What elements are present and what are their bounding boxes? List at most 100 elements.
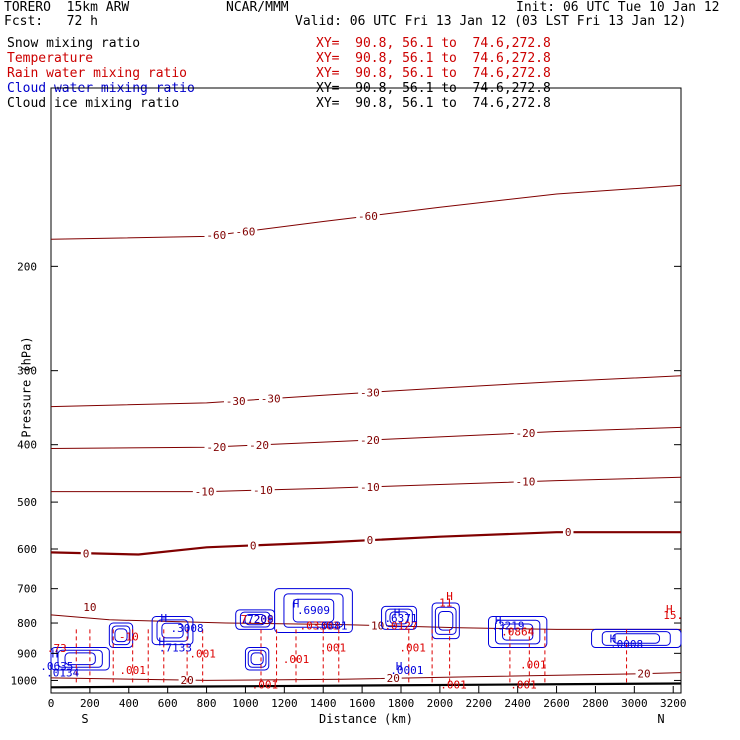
cloud-water-contour (591, 628, 682, 649)
legend-xy-range: XY= 90.8, 56.1 to 74.6,272.8 (316, 66, 551, 81)
field-extremum-label: H (396, 660, 403, 673)
y-tick-label: 900 (17, 647, 37, 660)
contour-label-bg (192, 485, 217, 498)
field-extremum-label: .001 (320, 642, 347, 655)
temperature-contour-label: -20 (360, 434, 380, 447)
cloud-water-contour (239, 611, 271, 628)
cloud-water-contour (250, 652, 264, 666)
legend-xy-range: XY= 90.8, 56.1 to 74.6,272.8 (316, 96, 551, 111)
field-extremum-label: 10 (83, 601, 96, 614)
temperature-contour-label: -10 (253, 484, 273, 497)
x-tick-label: 800 (197, 697, 217, 710)
cloud-water-contour (601, 631, 671, 646)
temperature-contour-label: -20 (249, 439, 269, 452)
x-tick-label: 1800 (388, 697, 415, 710)
forecast-hour: Fcst: 72 h (4, 14, 98, 29)
cloud-water-contour (283, 593, 344, 628)
temperature-contour-label: -20 (516, 427, 536, 440)
contour-label-bg (513, 426, 538, 439)
contour-label-bg (204, 229, 229, 242)
field-extremum-label: H (293, 598, 300, 611)
x-tick-label: 400 (119, 697, 139, 710)
temperature-contour-label: 20 (637, 668, 650, 681)
temperature-contour-label: -60 (206, 229, 226, 242)
temperature-contour-label: -30 (226, 395, 246, 408)
field-extremum-label: .7209 (241, 613, 274, 626)
temperature-contour-label: -20 (206, 441, 226, 454)
cloud-water-contour (385, 608, 413, 628)
y-tick-label: 500 (17, 496, 37, 509)
cloud-water-contour (50, 647, 110, 671)
contour-label-bg (233, 225, 258, 238)
cloud-water-contour (151, 616, 194, 646)
temperature-contour-label: 0 (83, 547, 90, 560)
data-source: NCAR/MMM (226, 0, 289, 15)
y-axis-label: Pressure (hPa) (19, 336, 34, 438)
temperature-contour (50, 614, 681, 630)
cloud-water-contour (381, 605, 418, 630)
contour-label-bg (80, 547, 92, 560)
field-extremum-label: 11 (439, 596, 452, 609)
legend-xy-range: XY= 90.8, 56.1 to 74.6,272.8 (316, 36, 551, 51)
field-extremum-label: .001 (252, 678, 279, 691)
cloud-water-contour (244, 614, 266, 626)
field-extremum-label: .0001 (390, 664, 423, 677)
cloud-water-contour (111, 625, 131, 646)
y-tick-label: 800 (17, 617, 37, 630)
temperature-contour-label: -60 (358, 210, 378, 223)
legend-field-name: Cloud ice mixing ratio (7, 96, 180, 111)
field-extremum-label: .73 (47, 642, 67, 655)
contour-label-bg (562, 526, 574, 539)
temperature-contour-label: 10 (371, 620, 384, 633)
contour-label-bg (513, 475, 538, 488)
x-axis-label: Distance (km) (319, 712, 413, 726)
x-tick-label: 2400 (504, 697, 531, 710)
x-tick-label: 1400 (310, 697, 337, 710)
temperature-contour-label: -10 (516, 476, 536, 489)
x-tick-label: 3000 (621, 697, 648, 710)
field-extremum-label: .001 (399, 642, 426, 655)
field-extremum-label: H (160, 612, 167, 625)
field-extremum-label: .0081 (314, 620, 347, 633)
cloud-water-contour (389, 611, 409, 625)
field-extremum-label: .001 (510, 678, 537, 691)
field-extremum-label: H (495, 614, 502, 627)
plot-frame (50, 87, 682, 694)
temperature-contour-label: -30 (261, 393, 281, 406)
temperature-contour (50, 184, 682, 240)
cloud-water-contour (108, 622, 134, 649)
legend-field-name: Snow mixing ratio (7, 36, 141, 51)
field-extremum-label: .001 (520, 659, 547, 672)
x-tick-label: 0 (48, 697, 55, 710)
x-start-endpoint-label: S (81, 712, 88, 726)
field-extremum-label: .3008 (171, 622, 204, 635)
x-tick-label: 600 (158, 697, 178, 710)
y-tick-label: 700 (17, 583, 37, 596)
cloud-water-contour (64, 652, 96, 666)
contour-label-bg (358, 480, 382, 493)
temperature-contour (50, 531, 681, 556)
temperature-contour-label: 0 (367, 534, 374, 547)
field-extremum-label: .001 (119, 664, 146, 677)
cloud-water-contour (434, 606, 457, 635)
field-extremum-label: .0008 (610, 638, 643, 651)
cloud-water-contour (502, 623, 534, 641)
valid-time: Valid: 06 UTC Fri 13 Jan 12 (03 LST Fri … (295, 14, 687, 29)
field-extremum-label: .001 (440, 678, 467, 691)
legend-field-name: Temperature (7, 51, 94, 66)
temperature-contour-label: -10 (195, 486, 215, 499)
x-tick-label: 200 (80, 697, 100, 710)
cloud-water-contour (274, 588, 353, 634)
x-tick-label: 2200 (466, 697, 493, 710)
cloud-water-contour (292, 598, 335, 623)
x-tick-label: 2800 (582, 697, 609, 710)
x-tick-label: 1000 (232, 697, 259, 710)
contour-label-bg (247, 539, 259, 552)
field-extremum-label: .0127 (384, 620, 417, 633)
cloud-water-contour (438, 611, 454, 631)
field-extremum-label: H (666, 603, 673, 616)
temperature-contour-label: 20 (387, 672, 400, 685)
field-extremum-label: .6371 (384, 612, 417, 625)
contour-label-bg (635, 667, 653, 680)
x-tick-label: 1200 (271, 697, 298, 710)
